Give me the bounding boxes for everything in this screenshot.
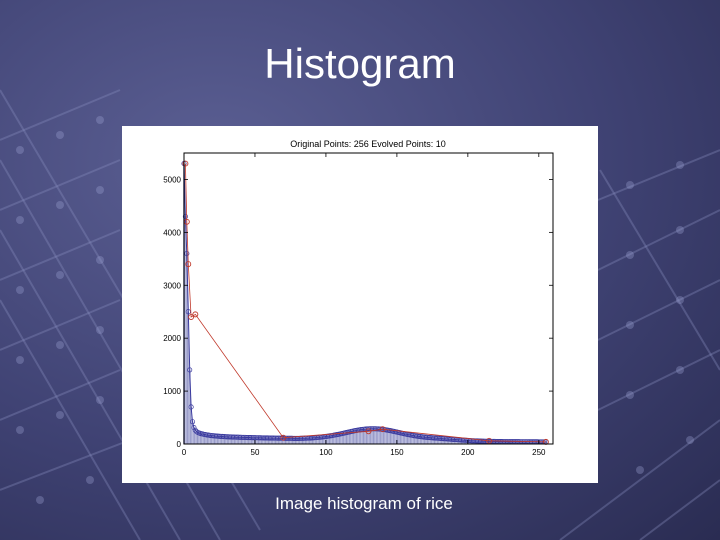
evolved-point xyxy=(188,314,195,320)
plot-frame xyxy=(183,152,554,445)
original-point xyxy=(191,425,197,431)
x-tick-label: 0 xyxy=(182,448,187,457)
x-tick-label: 200 xyxy=(461,448,475,457)
evolved-point xyxy=(280,434,287,441)
original-series-line xyxy=(183,163,546,443)
x-tick-label: 250 xyxy=(532,448,546,457)
histogram-bar xyxy=(184,216,187,445)
slide-title: Histogram xyxy=(264,40,456,87)
original-point xyxy=(188,404,194,410)
histogram-figure: Original Points: 256 Evolved Points: 10 … xyxy=(122,126,598,483)
y-tick-label: 4000 xyxy=(163,228,181,237)
original-point xyxy=(184,250,190,257)
original-point xyxy=(187,367,193,373)
evolved-point xyxy=(379,426,386,433)
original-point xyxy=(182,213,188,220)
x-tick-label: 150 xyxy=(390,448,404,457)
slide-caption: Image histogram of rice xyxy=(275,494,453,513)
y-tick-label: 0 xyxy=(177,440,182,449)
y-tick-label: 3000 xyxy=(163,281,181,290)
chart-title: Original Points: 256 Evolved Points: 10 xyxy=(290,139,446,149)
x-tick-label: 100 xyxy=(319,448,333,457)
evolved-point xyxy=(182,160,189,167)
evolved-point xyxy=(192,311,199,318)
y-tick-label: 1000 xyxy=(163,387,181,396)
evolved-point xyxy=(365,428,372,435)
y-tick-label: 5000 xyxy=(163,175,181,184)
histogram-chart: Original Points: 256 Evolved Points: 10 … xyxy=(163,139,554,457)
evolved-point xyxy=(185,261,192,268)
y-tick-label: 2000 xyxy=(163,334,181,343)
evolved-point xyxy=(486,437,493,444)
x-tick-label: 50 xyxy=(251,448,260,457)
evolved-series-line xyxy=(185,163,546,443)
original-point xyxy=(189,419,196,425)
